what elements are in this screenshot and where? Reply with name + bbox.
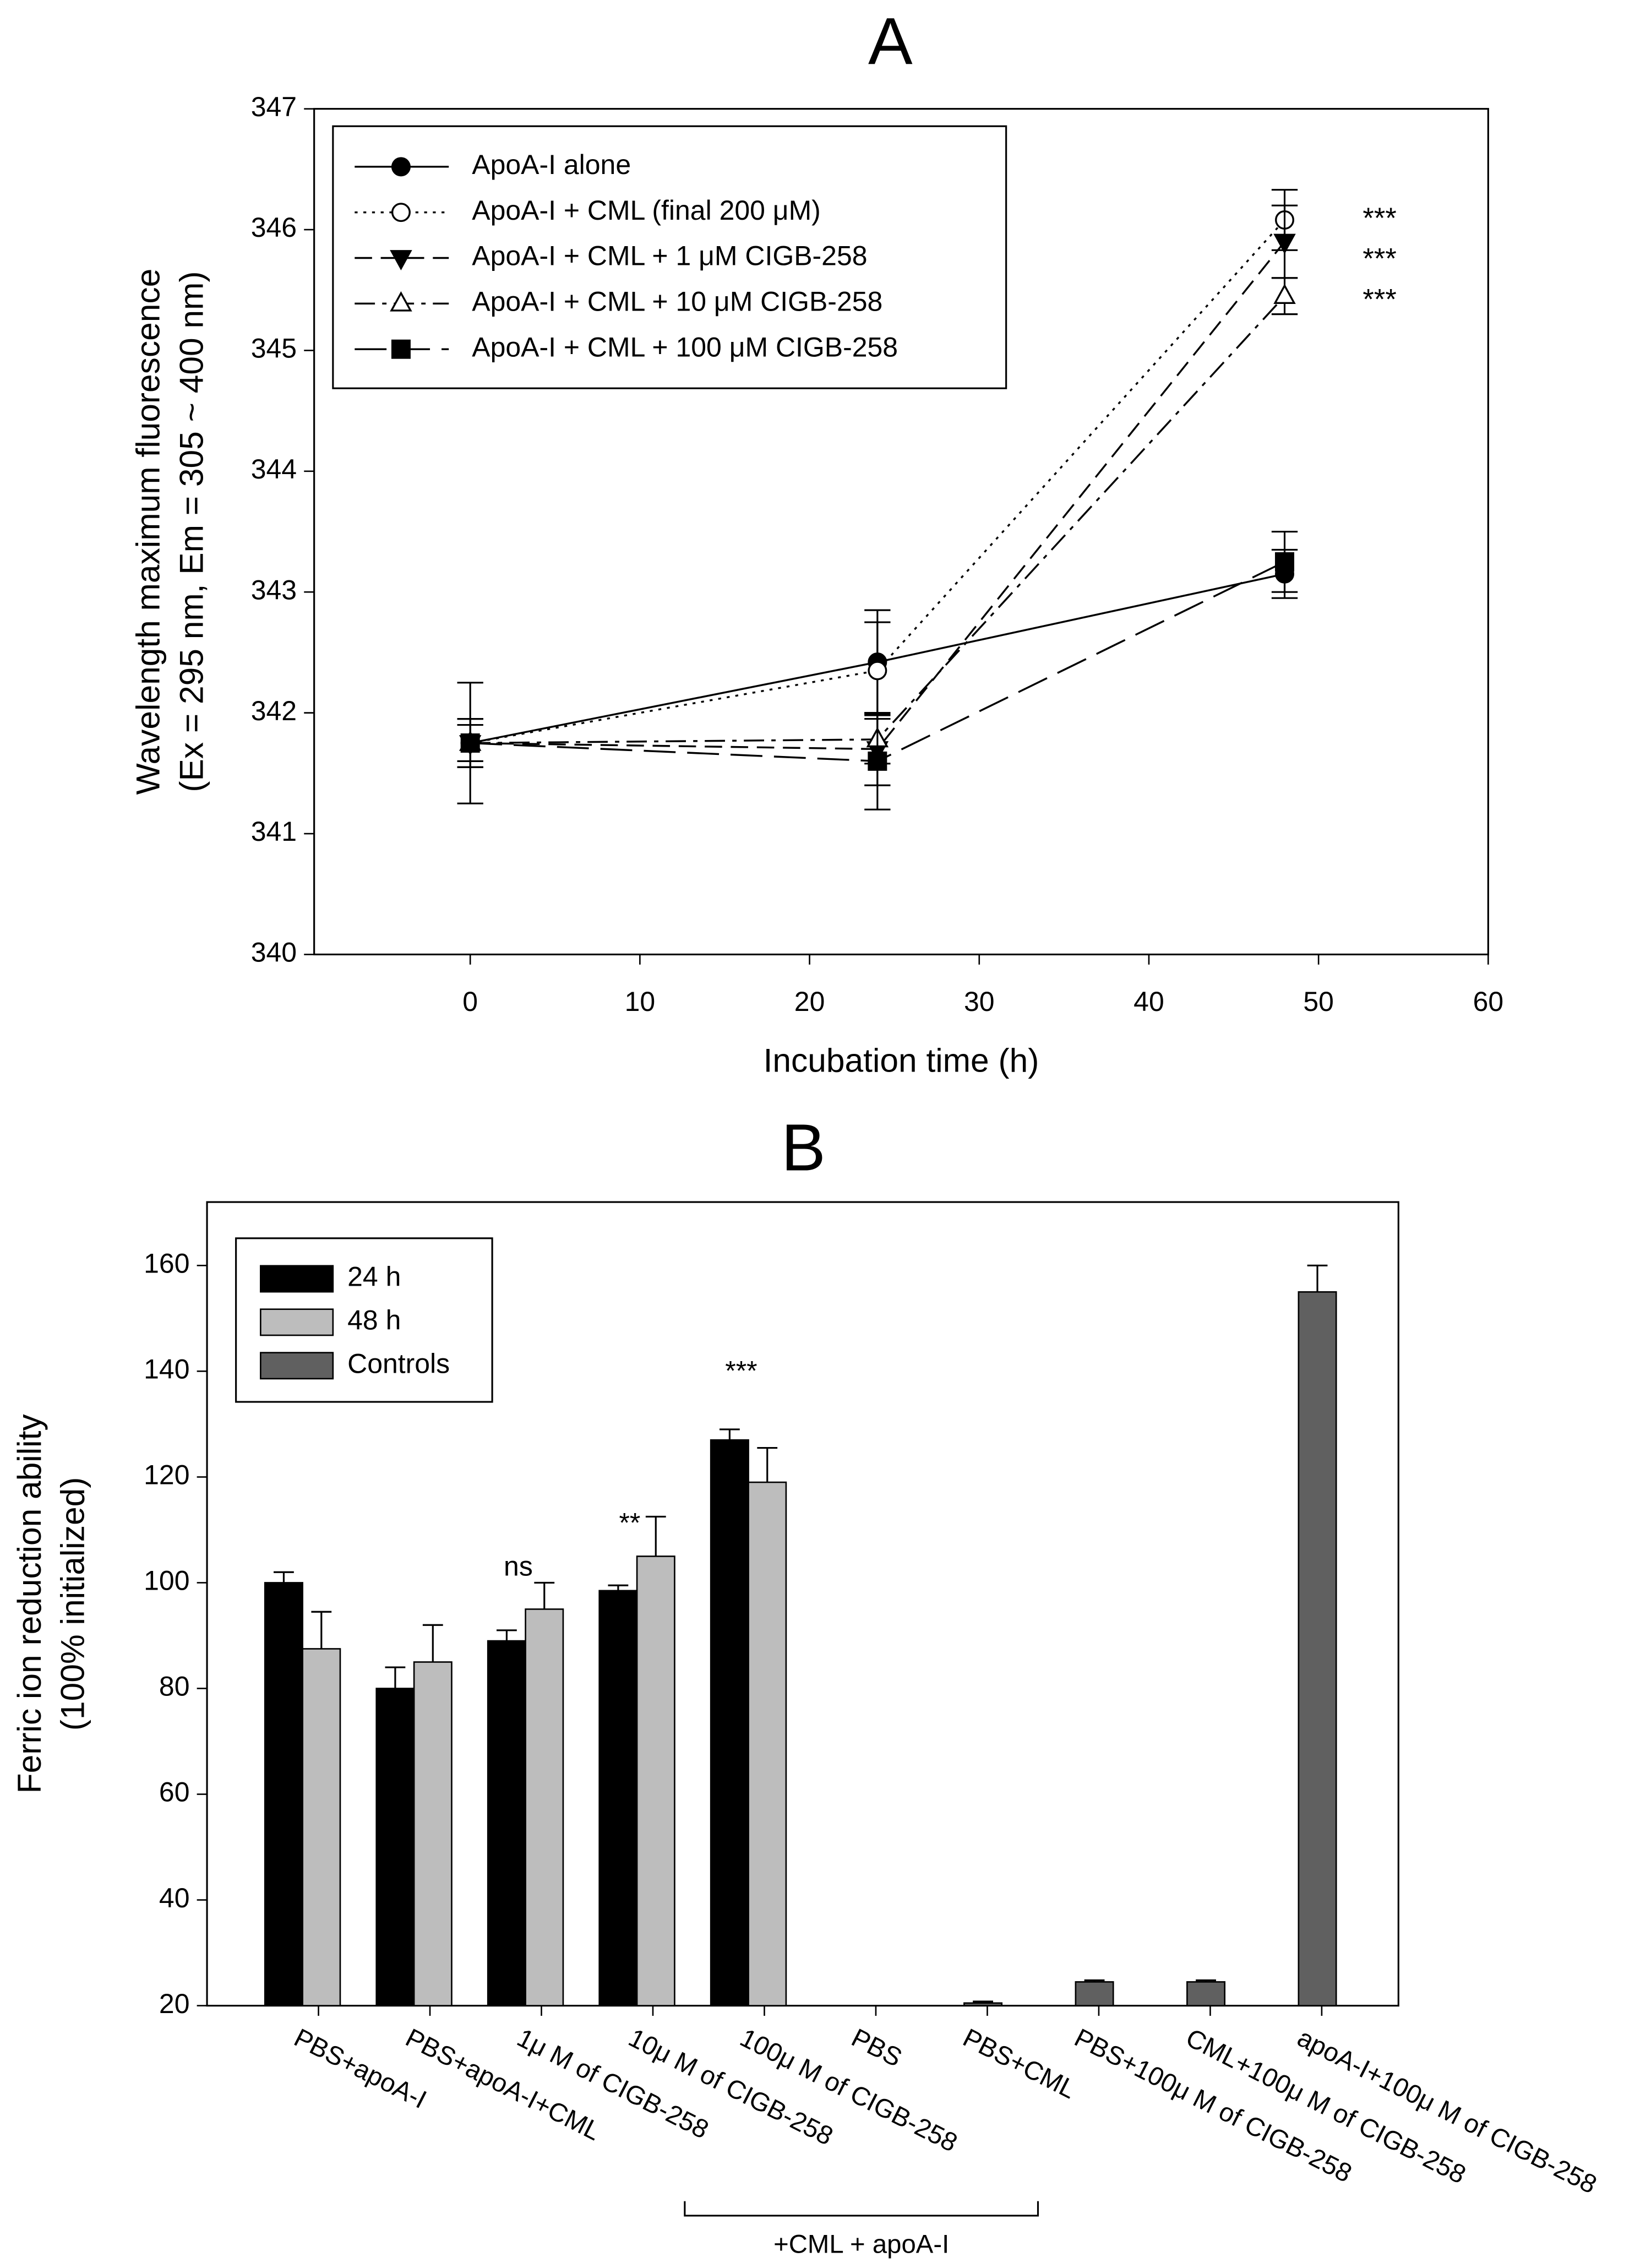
y-tick-label: 140 [144, 1354, 189, 1385]
legend-label: ApoA-I + CML (final 200 μM) [472, 195, 821, 226]
error-bar [311, 1611, 332, 1649]
bar [264, 1582, 303, 2006]
y-tick-label: 120 [144, 1460, 189, 1491]
plot-frame [206, 1201, 1399, 2007]
bar [487, 1640, 526, 2006]
y-axis-label: Wavelength maximum fluorescence [129, 269, 166, 795]
marker [391, 203, 411, 222]
y-axis-label: (100% initialized) [54, 1477, 91, 1731]
annotation: *** [1362, 202, 1396, 235]
annotation: *** [1362, 283, 1396, 316]
error-bar [422, 1624, 443, 1662]
bar [1075, 1981, 1114, 2006]
error-bar [719, 1428, 740, 1440]
legend-swatch [260, 1308, 334, 1336]
error-bar [645, 1515, 666, 1557]
group-bracket [684, 2201, 1039, 2217]
y-tick-label: 60 [159, 1777, 190, 1808]
y-tick-label: 344 [251, 454, 297, 485]
legend-swatch [260, 1265, 334, 1293]
y-tick-label: 100 [144, 1565, 189, 1596]
legend-label: ApoA-I + CML + 100 μM CIGB-258 [472, 331, 898, 362]
marker [460, 733, 480, 753]
marker [391, 339, 411, 359]
bar [636, 1555, 675, 2006]
y-axis-label: (Ex = 295 nm, Em = 305 ~ 400 nm) [172, 271, 210, 792]
legend-label: 24 h [347, 1261, 401, 1292]
legend-label: Controls [347, 1348, 450, 1379]
annotation: ns [504, 1551, 533, 1582]
x-axis-label: Incubation time (h) [764, 1042, 1039, 1079]
x-tick-label: 0 [462, 986, 478, 1017]
y-tick-label: 340 [251, 937, 297, 968]
y-tick-label: 345 [251, 333, 297, 364]
x-tick-label: 10 [625, 986, 656, 1017]
x-tick-label: 20 [794, 986, 825, 1017]
y-axis-label: Ferric ion reduction ability [10, 1414, 48, 1794]
bar [1298, 1291, 1337, 2006]
y-tick-label: 20 [159, 1988, 190, 2019]
y-tick-label: 160 [144, 1248, 189, 1279]
legend-label: ApoA-I + CML + 1 μM CIGB-258 [472, 241, 867, 271]
error-bar [496, 1629, 517, 1641]
legend-label: ApoA-I + CML + 10 μM CIGB-258 [472, 286, 882, 317]
error-bar [274, 1571, 294, 1583]
bar [302, 1648, 341, 2006]
bar [525, 1608, 564, 2006]
annotation: ** [619, 1508, 640, 1538]
chart-title: B [781, 1110, 826, 1185]
group-label: +CML + apoA-I [773, 2230, 949, 2259]
y-tick-label: 342 [251, 695, 297, 726]
chart-title: A [868, 4, 913, 79]
x-tick-label: 30 [964, 986, 995, 1017]
marker [391, 157, 411, 177]
x-tick-label: 60 [1473, 986, 1504, 1017]
plot-frame [313, 108, 1489, 955]
legend-swatch [260, 1352, 334, 1380]
marker [390, 291, 412, 312]
bar [375, 1688, 415, 2006]
marker [1273, 233, 1296, 254]
bar [413, 1661, 453, 2006]
annotation: *** [725, 1356, 757, 1386]
marker [1275, 552, 1295, 572]
bar [748, 1481, 787, 2006]
error-bar [608, 1584, 629, 1591]
y-tick-label: 343 [251, 574, 297, 605]
y-tick-label: 40 [159, 1883, 190, 1913]
marker [1273, 284, 1296, 304]
series-line [470, 219, 1285, 744]
bar [963, 2002, 1003, 2006]
y-tick-label: 341 [251, 816, 297, 847]
y-tick-label: 80 [159, 1671, 190, 1702]
marker [390, 250, 412, 270]
marker [868, 661, 887, 681]
error-bar [385, 1666, 406, 1689]
error-bar [534, 1581, 555, 1609]
x-tick-label: 50 [1303, 986, 1334, 1017]
annotation: *** [1362, 243, 1396, 275]
legend-label: ApoA-I alone [472, 149, 631, 180]
error-bar [1307, 1264, 1328, 1292]
bar [1186, 1981, 1226, 2006]
legend-label: 48 h [347, 1305, 401, 1336]
marker [868, 751, 887, 771]
bar [710, 1439, 749, 2006]
y-tick-label: 346 [251, 212, 297, 243]
bar [598, 1590, 638, 2006]
x-tick-label: 40 [1133, 986, 1164, 1017]
y-tick-label: 347 [251, 91, 297, 122]
error-bar [757, 1447, 778, 1483]
